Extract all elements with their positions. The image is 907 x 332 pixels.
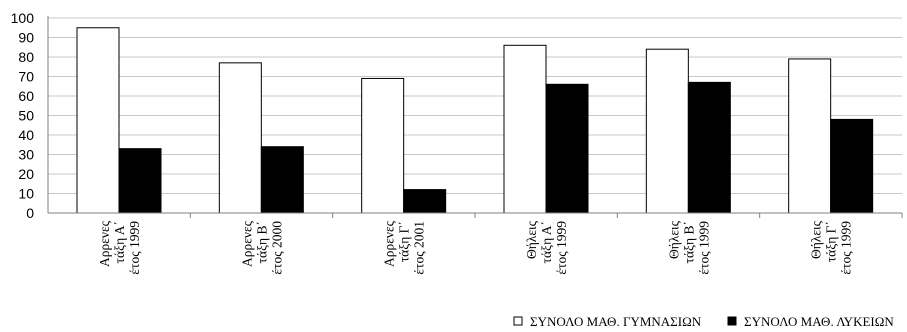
bar-gymnasium [645,48,689,214]
category-label: έτος 1999 [127,221,142,275]
category-label: έτος 2000 [269,221,284,275]
category-label: τάξη Β΄ [254,221,269,263]
y-tick-label: 50 [18,108,34,124]
bar-gymnasium [76,27,120,214]
y-tick-label: 30 [18,147,34,163]
legend-label: ΣΥΝΟΛΟ ΜΑΘ. ΛΥΚΕΙΩΝ [744,314,894,329]
legend: ΣΥΝΟΛΟ ΜΑΘ. ΓΥΜΝΑΣΙΩΝ ΣΥΝΟΛΟ ΜΑΘ. ΛΥΚΕΙΩΝ [513,314,894,329]
category-label: τάξη Γ΄ [824,221,839,262]
category-label: έτος 1999 [696,221,711,275]
category-label: Θήλεις [809,220,824,259]
category-label: τάξη Α΄ [112,221,127,263]
bar-lyceum [830,118,874,214]
y-tick-label: 40 [18,127,34,143]
category-label: έτος 1999 [554,221,569,275]
y-tick-label: 60 [18,88,34,104]
bar-lyceum [545,83,589,214]
category-label: έτος 2001 [412,221,427,275]
bar-gymnasium [218,62,262,214]
category-label: τάξη Α΄ [539,221,554,263]
legend-swatch-gymnasium [513,316,523,326]
bars [76,27,874,214]
gridlines [48,17,902,194]
category-label: Θήλεις [524,220,539,259]
category-label: τάξη Γ΄ [397,221,412,262]
bar-gymnasium [788,58,832,214]
y-tick-label: 0 [26,205,34,221]
y-axis: 0 10 20 30 40 50 60 70 80 90 100 [11,10,49,221]
y-tick-label: 70 [18,69,34,85]
bar-gymnasium [503,44,547,214]
legend-swatch-lyceum [727,316,737,326]
category-label: Αρρενες [239,220,254,267]
category-label: Θήλεις [666,220,681,259]
bar-lyceum [260,146,304,214]
y-tick-label: 100 [11,10,35,26]
category-label: Αρρενες [97,220,112,267]
y-tick-label: 80 [18,49,34,65]
bar-gymnasium [361,77,405,214]
x-axis: Αρρενες τάξη Α΄ έτος 1999 Αρρενες τάξη Β΄ έτο… [48,212,903,275]
legend-label: ΣΥΝΟΛΟ ΜΑΘ. ΓΥΜΝΑΣΙΩΝ [530,314,702,329]
y-tick-label: 10 [18,186,34,202]
y-tick-label: 90 [18,30,34,46]
bar-lyceum [687,81,731,214]
bar-lyceum [403,189,447,214]
category-label: Αρρενες [382,220,397,267]
y-tick-label: 20 [18,166,34,182]
category-label: έτος 1999 [839,221,854,275]
bar-lyceum [118,148,162,214]
category-label: τάξη Β΄ [681,221,696,263]
